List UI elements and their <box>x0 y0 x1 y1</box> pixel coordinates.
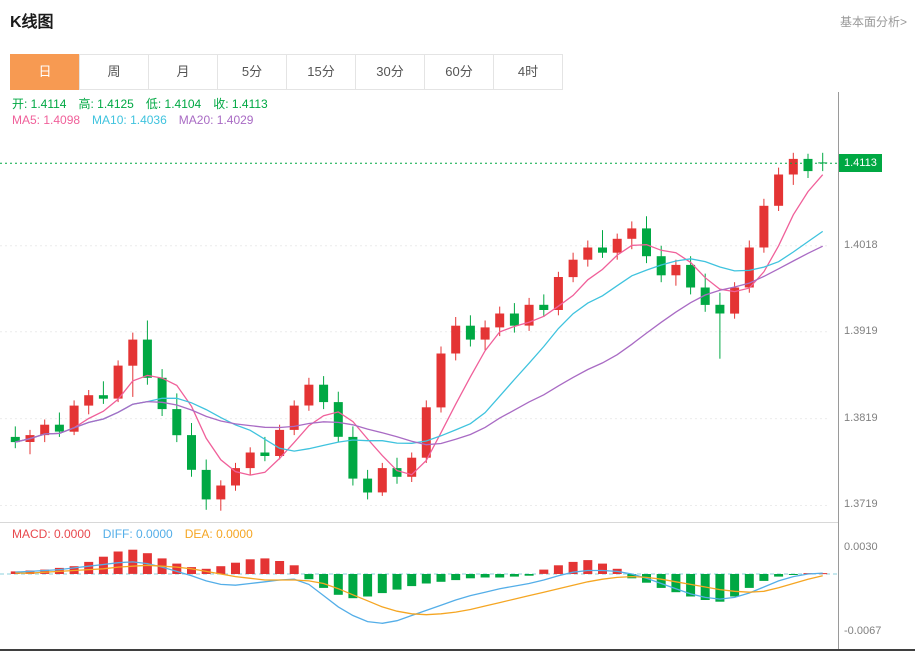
legend-item: MA10: 1.4036 <box>92 113 167 127</box>
tab-bar: 日周月 5分 15分 30分 60分 4时 <box>10 54 563 90</box>
page-title: K线图 <box>10 14 54 31</box>
legend-item: 高: 1.4125 <box>78 97 134 111</box>
ma-legend: MA5: 1.4098 MA10: 1.4036 MA20: 1.4029 <box>12 113 265 127</box>
fundamental-analysis-link[interactable]: 基本面分析> <box>839 15 907 29</box>
legend-item: MACD: 0.0000 <box>12 527 91 541</box>
macd-tick: 0.0030 <box>844 541 878 553</box>
price-axis-line <box>838 92 839 650</box>
legend-item: MA5: 1.4098 <box>12 113 81 127</box>
macd-tick: -0.0067 <box>844 625 882 637</box>
legend-item: MA20: 1.4029 <box>178 113 254 127</box>
tab-周[interactable]: 周 <box>79 54 149 90</box>
bottom-border <box>0 649 915 651</box>
macd-chart[interactable] <box>0 524 838 650</box>
price-tick: 1.3919 <box>844 324 878 337</box>
legend-item: DIFF: 0.0000 <box>102 527 173 541</box>
tab-4时[interactable]: 4时 <box>493 54 563 90</box>
tab-日[interactable]: 日 <box>10 54 80 90</box>
tab-30分[interactable]: 30分 <box>355 54 425 90</box>
ohlc-legend: 开: 1.4114 高: 1.4125 低: 1.4104 收: 1.4113 <box>12 95 280 112</box>
tab-月[interactable]: 月 <box>148 54 218 90</box>
tab-15分[interactable]: 15分 <box>286 54 356 90</box>
legend-item: 开: 1.4114 <box>12 97 67 111</box>
price-tick: 1.3719 <box>844 498 878 511</box>
legend-item: DEA: 0.0000 <box>184 527 253 541</box>
candlestick-chart[interactable] <box>0 92 838 522</box>
price-tick: 1.3819 <box>844 411 878 424</box>
legend-item: 低: 1.4104 <box>145 97 202 111</box>
tab-60分[interactable]: 60分 <box>424 54 494 90</box>
legend-item: 收: 1.4113 <box>213 97 268 111</box>
macd-legend: MACD: 0.0000 DIFF: 0.0000 DEA: 0.0000 <box>12 527 265 541</box>
panel-divider <box>0 522 838 523</box>
tab-5分[interactable]: 5分 <box>217 54 287 90</box>
price-axis: 1.4018 1.3919 1.3819 1.3719 1.4113 0.0030 -0.0… <box>839 0 915 652</box>
price-tick: 1.4018 <box>844 238 878 251</box>
current-price-tag: 1.4113 <box>839 154 882 173</box>
